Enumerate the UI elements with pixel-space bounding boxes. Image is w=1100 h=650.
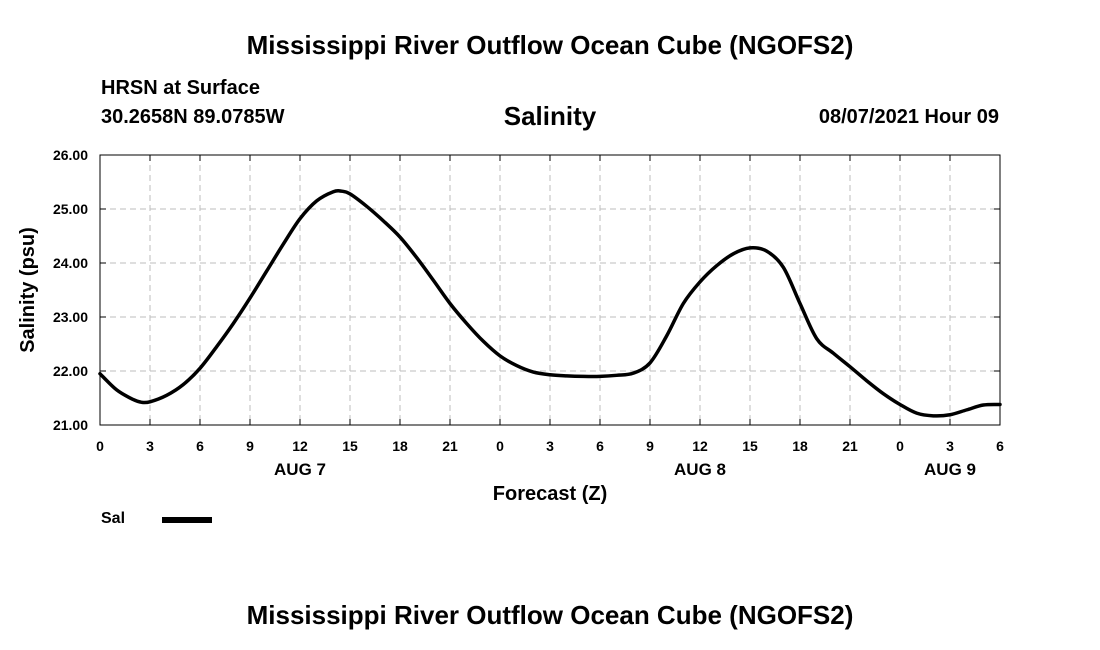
y-tick-label: 22.00 xyxy=(53,363,88,379)
x-tick-label: 6 xyxy=(596,438,604,454)
x-tick-label: 12 xyxy=(692,438,708,454)
x-tick-label: 15 xyxy=(342,438,358,454)
chart-title: Salinity xyxy=(503,101,597,131)
y-tick-label: 26.00 xyxy=(53,147,88,163)
axis-layer xyxy=(99,154,1001,426)
x-tick-label: 3 xyxy=(146,438,154,454)
x-tick-label: 0 xyxy=(896,438,904,454)
label-layer: 0 3 6 9 12 15 18 21 0 3 6 9 12 15 18 21 0 3 6 21.00 22.00 23.… xyxy=(17,147,1004,505)
x-axis-title: Forecast (Z) xyxy=(493,483,607,505)
y-tick-label: 21.00 xyxy=(53,417,88,433)
x-tick-label: 15 xyxy=(742,438,758,454)
y-tick-label: 25.00 xyxy=(53,201,88,217)
x-tick-label: 3 xyxy=(546,438,554,454)
y-axis-title: Salinity (psu) xyxy=(17,227,39,353)
x-tick-label: 0 xyxy=(96,438,104,454)
legend-swatch xyxy=(162,517,212,523)
series-layer xyxy=(98,188,1002,418)
x-tick-label: 21 xyxy=(842,438,858,454)
x-tick-label: 18 xyxy=(792,438,808,454)
date-label: AUG 8 xyxy=(674,460,726,479)
station-coordinates: 30.2658N 89.0785W xyxy=(101,106,285,128)
x-tick-label: 0 xyxy=(496,438,504,454)
series-line-sal xyxy=(98,188,1002,418)
date-label: AUG 7 xyxy=(274,460,326,479)
grid-layer xyxy=(100,155,1000,425)
chart-main-title: Mississippi River Outflow Ocean Cube (NG… xyxy=(246,30,854,60)
footer-title: Mississippi River Outflow Ocean Cube (NG… xyxy=(246,600,854,630)
x-tick-label: 3 xyxy=(946,438,954,454)
y-tick-label: 23.00 xyxy=(53,309,88,325)
date-label: AUG 9 xyxy=(924,460,976,479)
y-tick-label: 24.00 xyxy=(53,255,88,271)
run-time-label: 08/07/2021 Hour 09 xyxy=(818,106,999,128)
legend-label: Sal xyxy=(101,510,126,527)
station-label: HRSN at Surface xyxy=(101,77,260,99)
x-tick-label: 6 xyxy=(196,438,204,454)
x-tick-label: 9 xyxy=(246,438,254,454)
x-tick-label: 6 xyxy=(996,438,1004,454)
x-tick-label: 21 xyxy=(442,438,458,454)
x-tick-label: 9 xyxy=(646,438,654,454)
x-tick-label: 12 xyxy=(292,438,308,454)
x-tick-label: 18 xyxy=(392,438,408,454)
